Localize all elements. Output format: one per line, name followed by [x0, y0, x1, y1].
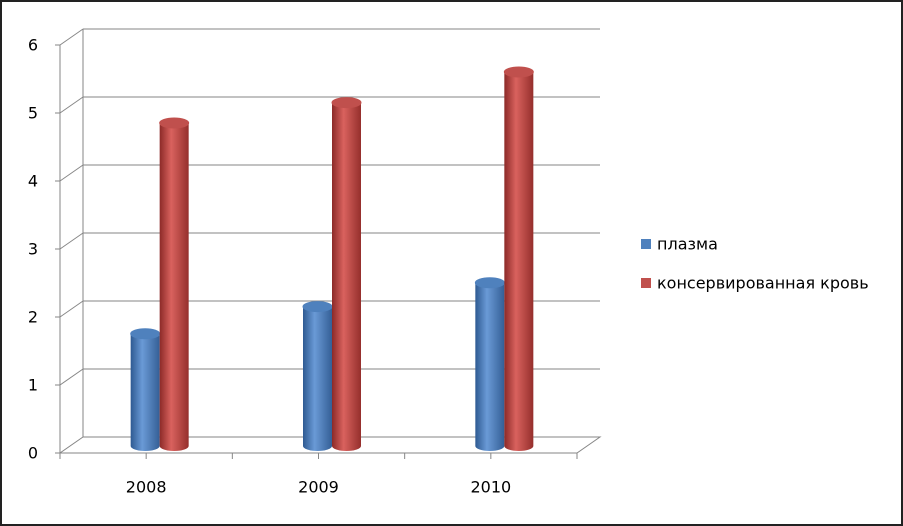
- bar-top: [302, 301, 333, 313]
- x-tick-label: 2009: [298, 478, 339, 497]
- bar: [303, 306, 332, 452]
- legend-swatch: [641, 278, 651, 288]
- bar-top: [474, 277, 505, 289]
- grid-line: [59, 96, 84, 114]
- bar-top: [159, 117, 190, 129]
- x-tick-label: 2008: [126, 478, 167, 497]
- bar-top: [503, 66, 534, 78]
- y-tick-label: 5: [28, 104, 38, 123]
- bar-top: [331, 97, 362, 109]
- grid-line: [59, 368, 84, 386]
- y-tick-label: 6: [28, 36, 38, 55]
- x-tick-label: 2010: [470, 478, 511, 497]
- bar: [475, 282, 505, 452]
- legend-swatch: [641, 239, 651, 249]
- bar: [159, 123, 189, 452]
- grid-line: [59, 28, 84, 46]
- y-tick-label: 2: [28, 308, 38, 327]
- grid-line: [59, 232, 84, 250]
- y-tick-label: 1: [28, 376, 38, 395]
- y-tick-label: 4: [28, 172, 38, 191]
- bar: [504, 72, 534, 452]
- legend-label: консервированная кровь: [657, 274, 869, 293]
- grid-line: [59, 300, 84, 318]
- bar-top: [130, 328, 161, 340]
- bar: [332, 102, 361, 452]
- legend-label: плазма: [657, 235, 718, 254]
- grid-line: [59, 164, 84, 182]
- bar: [130, 333, 160, 452]
- y-tick-label: 0: [28, 444, 38, 463]
- y-tick-label: 3: [28, 240, 38, 259]
